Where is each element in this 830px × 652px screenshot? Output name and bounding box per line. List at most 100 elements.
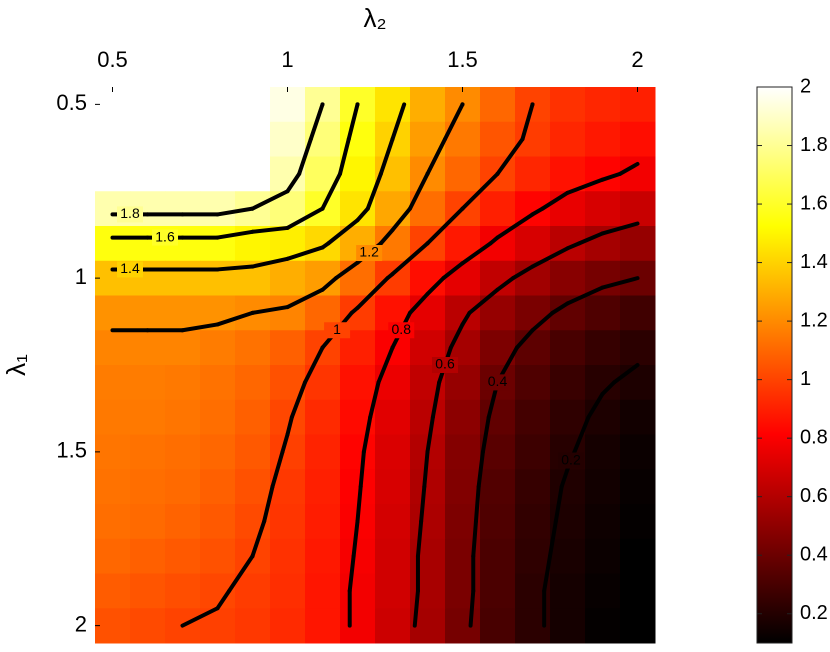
contour-line [425, 137, 447, 176]
contour-label-bg [432, 357, 458, 373]
heatmap-cell [550, 365, 586, 401]
heatmap-cell [340, 538, 376, 574]
heatmap-cell [550, 330, 586, 366]
heatmap-cell [620, 226, 656, 262]
heatmap-cell [515, 504, 551, 540]
contour-line [471, 519, 478, 559]
heatmap-cell [165, 399, 201, 435]
colorbar-tick-label: 1 [800, 368, 811, 390]
contour-label-text: 0.2 [561, 451, 581, 467]
contour-line [425, 415, 435, 454]
heatmap-cell [480, 608, 516, 644]
heatmap-cell [375, 260, 411, 296]
heatmap-cell [620, 330, 656, 366]
heatmap-cell [270, 87, 306, 123]
heatmap-cell [410, 399, 446, 435]
contour-line [180, 606, 220, 628]
heatmap-cell [445, 469, 481, 505]
contour-label: 1.6 [152, 228, 178, 246]
heatmap-cell [165, 330, 201, 366]
x-tick-label: 1 [281, 47, 293, 72]
heatmap-cell [165, 87, 201, 123]
heatmap-cell [410, 295, 446, 331]
heatmap-cell [165, 295, 201, 331]
heatmap-cell [445, 399, 481, 435]
heatmap-cell [550, 573, 586, 609]
heatmap-cell [410, 87, 446, 123]
heatmap-cell [620, 399, 656, 435]
contour-line [289, 380, 307, 420]
heatmap-cell [95, 399, 131, 435]
heatmap-cell [620, 295, 656, 331]
heatmap-cell [270, 504, 306, 540]
heatmap-cell [95, 504, 131, 540]
heatmap-cell [95, 434, 131, 470]
contour-line [326, 218, 360, 246]
heatmap-cell [200, 434, 236, 470]
contour-line [250, 519, 267, 559]
contour-label-bg [117, 206, 143, 223]
heatmap-cell [235, 399, 271, 435]
contour-line [468, 588, 476, 628]
contour-line [572, 415, 591, 454]
heatmap-cell [165, 504, 201, 540]
heatmap-cell [585, 573, 621, 609]
contour-label-bg [356, 245, 383, 262]
contour-line [285, 206, 325, 230]
heatmap-cell [375, 538, 411, 574]
contour-line [270, 449, 285, 489]
heatmap-cell [165, 365, 201, 401]
heatmap-cell [200, 226, 236, 262]
heatmap-cell [550, 538, 586, 574]
heatmap-cell [200, 260, 236, 296]
heatmap-cell [375, 608, 411, 644]
contour-label: 1 [324, 321, 351, 339]
contour-line [215, 264, 255, 272]
contour-line [600, 171, 622, 182]
contour-line [361, 415, 373, 454]
heatmap-cell [305, 226, 341, 262]
contour-line [530, 206, 545, 217]
heatmap-cell [130, 121, 166, 157]
heatmap-cell [200, 538, 236, 574]
heatmap-cell [95, 365, 131, 401]
heatmap-cell [515, 538, 551, 574]
heatmap-cell [375, 191, 411, 227]
x-tick-label: 2 [631, 47, 643, 72]
contour-line [480, 415, 491, 454]
heatmap-cell [200, 191, 236, 227]
contour-line [577, 231, 605, 246]
heatmap-cell [95, 538, 131, 574]
heatmap-cell [550, 260, 586, 296]
contour-line [540, 190, 570, 211]
contour-line [303, 345, 325, 385]
contour-line [559, 467, 570, 489]
heatmap-cell [515, 226, 551, 262]
heatmap-cell [480, 538, 516, 574]
colorbar-tick-label: 1.6 [800, 192, 828, 214]
heatmap-cell [375, 399, 411, 435]
contour-line [495, 137, 525, 176]
contour-label-text: 1 [333, 321, 341, 337]
heatmap-cell [235, 87, 271, 123]
contour-label-text: 1.6 [155, 228, 175, 244]
contour-line [530, 246, 570, 269]
heatmap-cell [95, 121, 131, 157]
heatmap-cell [130, 87, 166, 123]
contour-line [378, 137, 395, 176]
contour-line [180, 322, 220, 333]
contour-line [565, 241, 582, 251]
heatmap-cell [200, 87, 236, 123]
contour-line [542, 554, 552, 593]
heatmap-cell [550, 469, 586, 505]
contour-line [618, 161, 640, 176]
contour-line [408, 171, 430, 211]
colorbar-tick-label: 2 [800, 75, 811, 97]
heatmap-cell [95, 469, 131, 505]
y-tick-label: 2 [75, 611, 87, 636]
contour-line [495, 276, 516, 292]
contour-line [419, 484, 427, 524]
contour-label-text: 0.4 [488, 373, 508, 389]
heatmap-cell [200, 469, 236, 505]
